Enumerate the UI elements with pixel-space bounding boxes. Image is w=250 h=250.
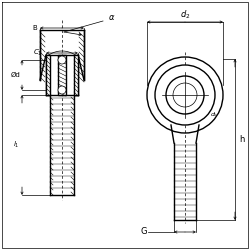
Text: $\alpha$: $\alpha$ — [108, 14, 116, 22]
Text: $d_2$: $d_2$ — [180, 9, 190, 21]
Text: B: B — [32, 25, 37, 31]
Text: $l_1$: $l_1$ — [14, 140, 20, 150]
Bar — [74, 55, 78, 95]
Text: h: h — [239, 135, 244, 144]
Text: Ød: Ød — [10, 72, 20, 78]
Text: $C_1$: $C_1$ — [34, 48, 43, 58]
Circle shape — [166, 76, 204, 114]
Circle shape — [173, 83, 197, 107]
Text: G: G — [140, 228, 147, 236]
Text: $d_k$: $d_k$ — [210, 110, 219, 120]
Bar — [46, 55, 50, 95]
Circle shape — [58, 86, 66, 94]
Circle shape — [147, 57, 223, 133]
Circle shape — [58, 56, 66, 64]
Bar — [58, 55, 66, 95]
Circle shape — [155, 65, 215, 125]
